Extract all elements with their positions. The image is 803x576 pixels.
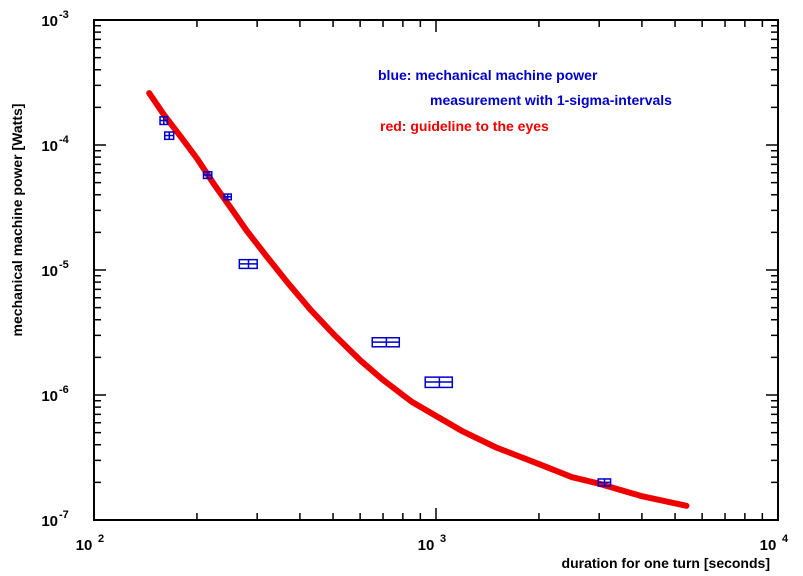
data-point <box>371 337 401 348</box>
x-axis-label: duration for one turn [seconds] <box>562 555 770 571</box>
guideline-curve <box>146 90 690 509</box>
plot-frame <box>93 19 779 521</box>
y-tick-label: 10 <box>41 513 58 530</box>
y-tick-exponent: -6 <box>59 384 69 396</box>
legend-red-line: red: guideline to the eyes <box>380 118 549 134</box>
x-tick-label: 10 <box>418 537 435 554</box>
series-layer <box>146 90 690 509</box>
y-tick-exponent: -5 <box>59 259 69 271</box>
y-axis-label: mechanical machine power [Watts] <box>9 104 25 337</box>
y-tick-label: 10 <box>41 13 58 30</box>
data-point <box>597 478 612 487</box>
data-point <box>159 116 169 126</box>
legend-blue-line-2: measurement with 1-sigma-intervals <box>430 92 672 108</box>
legend: blue: mechanical machine power measureme… <box>378 67 672 134</box>
y-tick-label: 10 <box>41 138 58 155</box>
x-tick-label: 10 <box>76 537 93 554</box>
x-tick-exponent: 2 <box>98 533 104 545</box>
legend-blue-line-1: blue: mechanical machine power <box>378 67 598 83</box>
x-tick-label: 10 <box>760 537 777 554</box>
data-point <box>424 376 454 389</box>
x-tick-exponent: 4 <box>782 533 789 545</box>
data-point <box>163 131 175 141</box>
data-point <box>202 171 213 180</box>
y-tick-exponent: -7 <box>59 509 69 521</box>
y-tick-exponent: -4 <box>59 134 70 146</box>
x-tick-exponent: 3 <box>440 533 446 545</box>
data-point <box>223 193 233 201</box>
tick-labels: 10 2 10 3 10 410 -310 -410 -510 -610 -7 <box>41 9 789 554</box>
y-tick-label: 10 <box>41 388 58 405</box>
y-tick-label: 10 <box>41 263 58 280</box>
y-tick-exponent: -3 <box>59 9 69 21</box>
data-point <box>238 258 258 270</box>
